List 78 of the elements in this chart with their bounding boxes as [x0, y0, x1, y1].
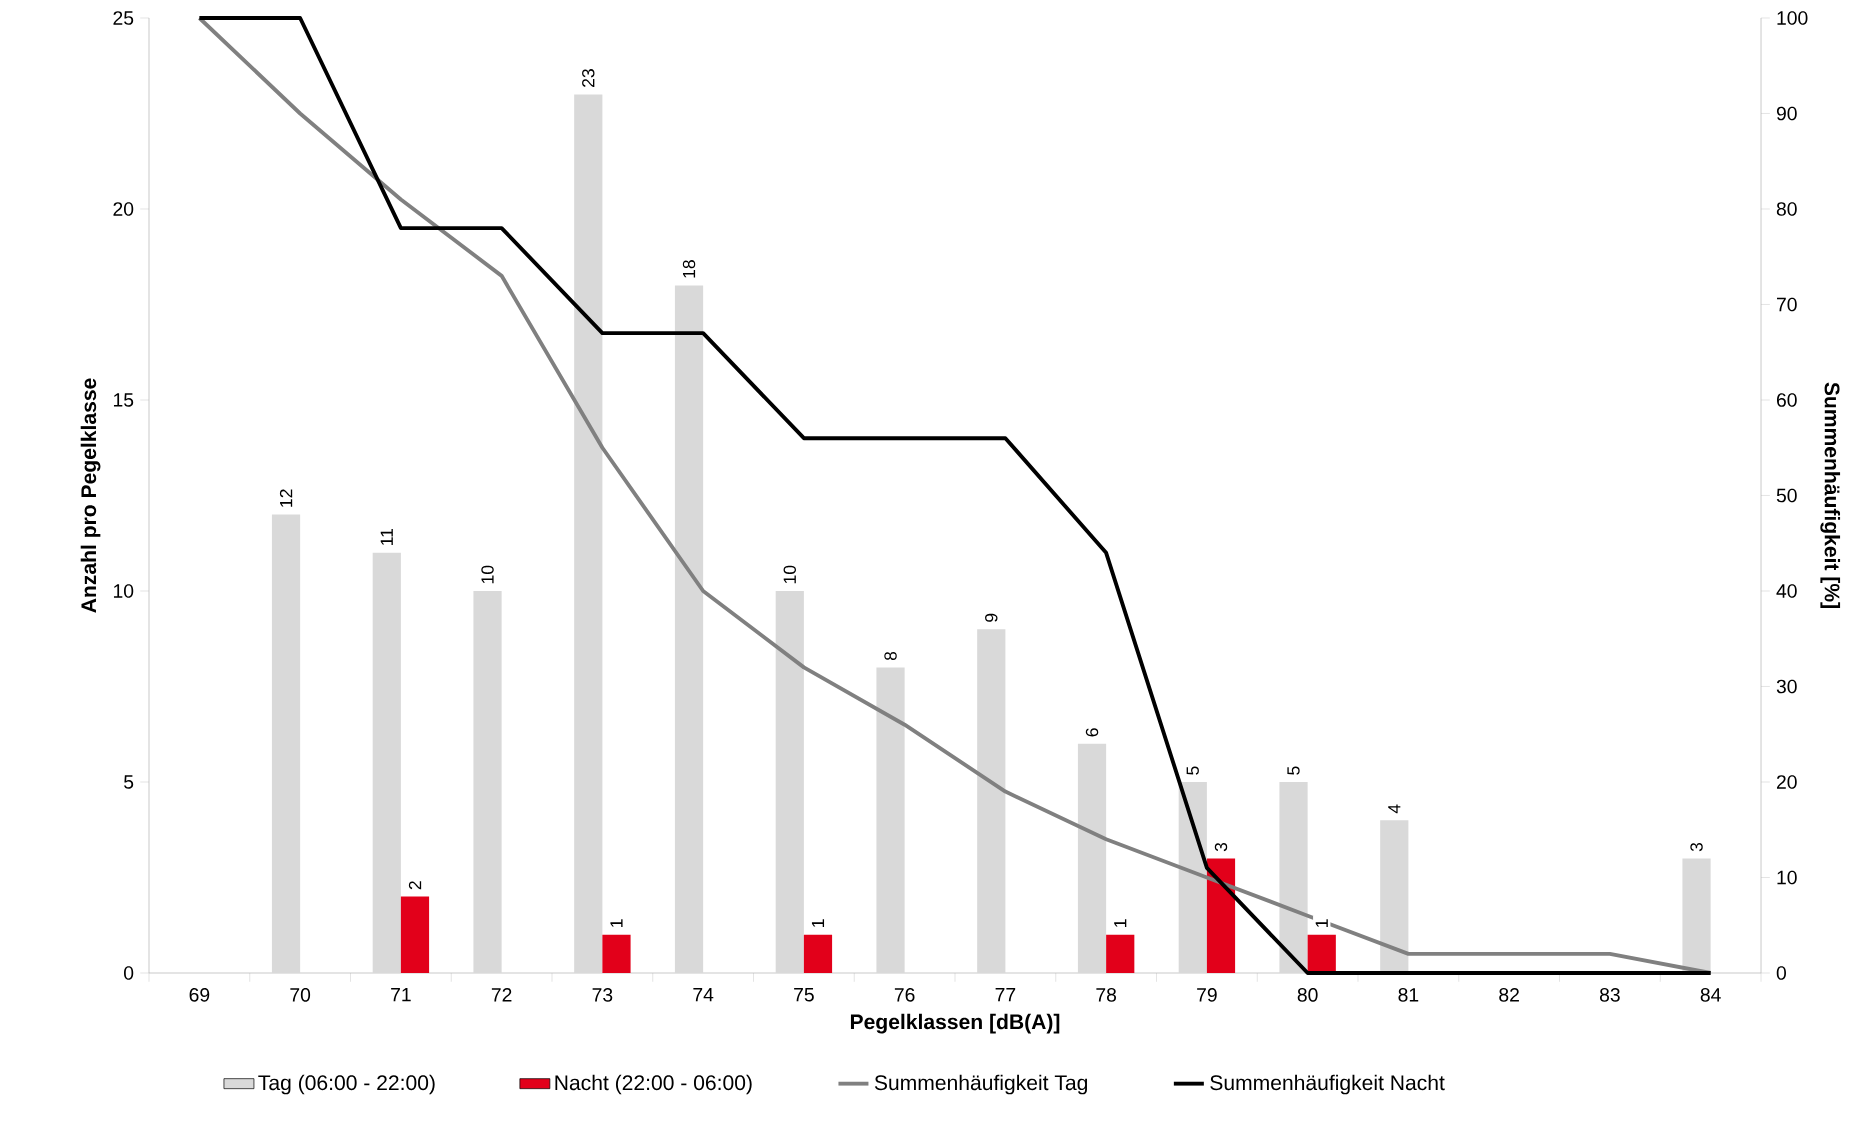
x-tick-label: 76: [894, 988, 915, 1002]
data-label: 5: [1186, 766, 1199, 775]
x-tick-label: 84: [1700, 988, 1721, 1002]
data-label: 18: [682, 260, 696, 278]
y2-axis-title: Summenhäufigkeit [%]: [1820, 382, 1841, 608]
y2-tick-label: 40: [1776, 584, 1797, 598]
y-tick-label: 20: [113, 202, 134, 216]
data-label: 23: [582, 69, 595, 88]
x-tick-label: 83: [1599, 988, 1620, 1002]
data-label: 1: [610, 919, 623, 927]
data-label: 8: [884, 651, 897, 661]
bar: [372, 552, 401, 973]
y2-tick-label: 20: [1776, 775, 1797, 789]
data-label: 10: [783, 565, 796, 584]
y2-tick-label: 60: [1777, 393, 1797, 407]
bar: [803, 934, 833, 973]
bar: [1206, 858, 1236, 973]
bar: [1307, 934, 1336, 973]
x-tick-label: 80: [1297, 988, 1318, 1002]
bar: [1106, 934, 1135, 973]
y2-tick-label: 100: [1777, 11, 1808, 25]
data-label: 10: [481, 565, 494, 584]
bar: [674, 285, 704, 973]
x-tick-label: 74: [693, 988, 714, 1002]
x-tick-label: 75: [794, 988, 814, 1002]
x-tick-label: 73: [592, 988, 613, 1002]
bar: [1279, 782, 1308, 973]
data-label: 1: [1315, 919, 1328, 927]
bar: [574, 94, 603, 973]
legend-label: Tag (06:00 - 22:00): [258, 1074, 435, 1095]
bar: [1380, 820, 1409, 973]
bar: [602, 934, 631, 973]
bar: [1178, 782, 1207, 973]
x-tick-label: 72: [491, 988, 512, 1002]
data-label: 12: [279, 489, 293, 507]
data-label: 3: [1214, 842, 1228, 852]
x-axis-title: Pegelklassen [dB(A)]: [850, 1013, 1060, 1034]
y2-tick-label: 50: [1776, 488, 1797, 503]
y2-tick-label: 10: [1777, 870, 1797, 885]
data-label: 9: [985, 613, 998, 622]
y2-tick-label: 30: [1776, 679, 1797, 694]
data-label: 1: [811, 919, 825, 927]
y-tick-label: 25: [113, 11, 134, 25]
data-label: 4: [1388, 804, 1401, 814]
bar: [876, 667, 905, 973]
data-label: 11: [380, 528, 393, 545]
x-tick-label: 71: [391, 988, 411, 1002]
x-tick-label: 70: [290, 988, 311, 1002]
bar: [400, 896, 430, 973]
bar: [271, 514, 301, 973]
x-tick-label: 69: [189, 988, 210, 1002]
bar: [1682, 858, 1711, 973]
y-axis-title: Anzahl pro Pegelklasse: [80, 378, 101, 613]
x-tick-label: 81: [1398, 988, 1419, 1002]
y2-tick-label: 80: [1776, 202, 1797, 216]
y2-tick-label: 70: [1777, 297, 1797, 312]
y2-tick-label: 90: [1776, 106, 1797, 121]
bar: [1077, 743, 1107, 973]
data-label: 5: [1287, 766, 1300, 775]
bar: [977, 629, 1006, 973]
y-tick-label: 15: [113, 393, 134, 407]
y-tick-label: 10: [113, 584, 134, 598]
x-tick-label: 82: [1499, 988, 1519, 1002]
data-label: 1: [1114, 919, 1127, 927]
legend-label: Nacht (22:00 - 06:00): [555, 1074, 752, 1095]
x-tick-label: 77: [995, 988, 1016, 1002]
x-tick-label: 78: [1096, 988, 1117, 1002]
data-label: 3: [1690, 842, 1703, 852]
y2-tick-label: 0: [1776, 966, 1786, 980]
data-label: 2: [408, 881, 422, 890]
x-tick-label: 79: [1197, 988, 1217, 1002]
y-tick-label: 0: [124, 966, 134, 980]
bar: [473, 591, 502, 973]
data-label: 6: [1085, 728, 1099, 737]
y-tick-label: 5: [124, 775, 134, 789]
bar: [775, 591, 804, 973]
legend-label: Summenhäufigkeit Tag: [874, 1074, 1088, 1095]
legend-label: Summenhäufigkeit Nacht: [1210, 1074, 1445, 1095]
